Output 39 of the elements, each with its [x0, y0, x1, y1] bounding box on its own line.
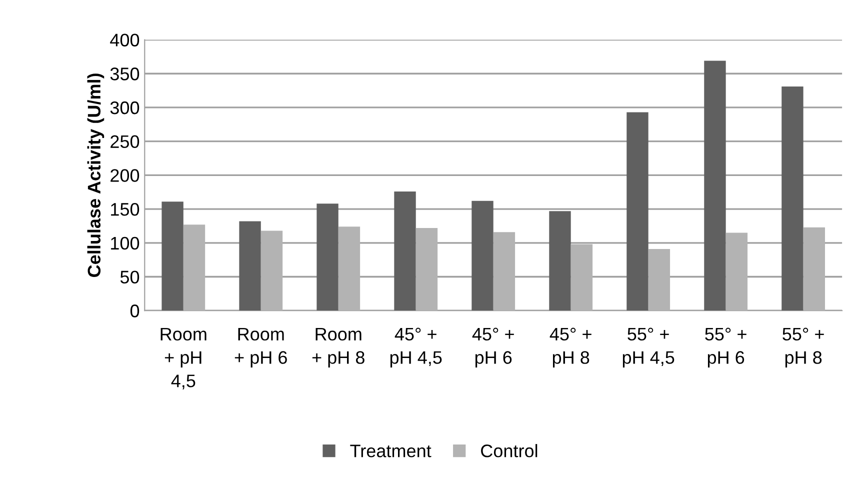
x-tick-label: Room + pH 6: [234, 328, 287, 368]
bar: [472, 200, 494, 311]
x-tick-label: 55° + pH 8: [782, 328, 824, 368]
bar: [239, 221, 261, 311]
bar: [782, 86, 804, 311]
y-tick-label: 300: [110, 101, 140, 114]
bar: [803, 227, 826, 311]
x-tick-label: 45° + pH 4,5: [390, 328, 442, 368]
bar: [648, 249, 670, 311]
x-tick-label: 45° + pH 6: [472, 328, 514, 368]
x-tick-label: 55° + pH 4,5: [622, 328, 674, 368]
y-tick-label: 150: [111, 202, 140, 216]
bar: [260, 230, 283, 311]
y-tick-label: 350: [110, 68, 140, 80]
legend-label: Treatment: [350, 444, 432, 458]
y-tick-label: 400: [110, 34, 140, 46]
x-tick-label: Room + pH 8: [312, 328, 364, 368]
y-tick-label: 0: [130, 304, 140, 318]
bar: [338, 226, 360, 311]
y-tick-label: 50: [120, 270, 140, 284]
y-tick-label: 200: [110, 169, 140, 182]
bar: [726, 232, 748, 311]
legend-label: Control: [481, 444, 538, 458]
y-axis-title: Cellulase Activity (U/ml): [87, 74, 104, 277]
x-tick-label: Room + pH 4,5: [160, 328, 206, 390]
x-tick-label: 55° + pH 6: [705, 328, 746, 368]
bar: [316, 204, 338, 311]
bar: [549, 211, 571, 311]
bar: [493, 232, 516, 311]
y-tick-label: 100: [111, 236, 140, 250]
bar: [162, 202, 184, 311]
bar: [626, 112, 648, 311]
x-tick-label: 45° + pH 8: [550, 328, 592, 368]
bar: [394, 191, 416, 311]
bar: [183, 224, 206, 311]
y-tick-label: 250: [110, 135, 140, 148]
bar: [416, 228, 438, 311]
bar: [570, 244, 593, 311]
bar: [704, 60, 726, 311]
